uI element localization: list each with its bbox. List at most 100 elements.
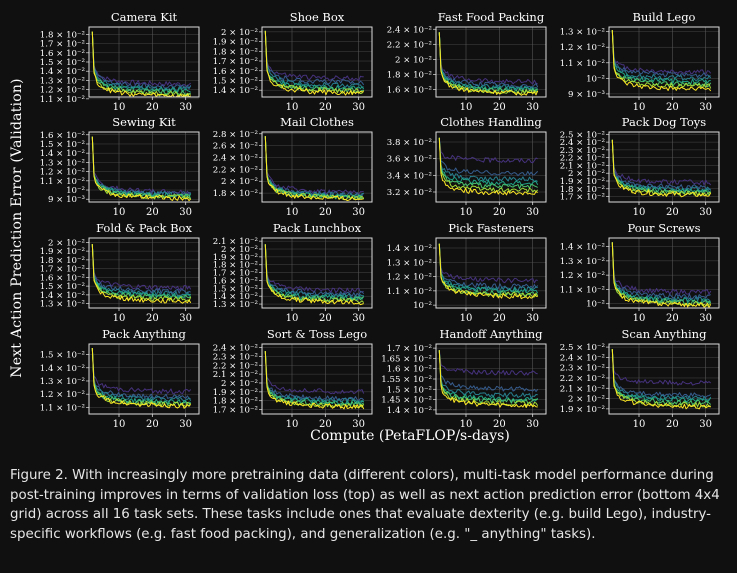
x-tick-label: 20 bbox=[319, 207, 332, 218]
y-tick-label: 1.5 × 10⁻² bbox=[40, 58, 85, 68]
series-line-7 bbox=[91, 244, 192, 304]
y-tick-label: 1.6 × 10⁻² bbox=[213, 67, 258, 77]
y-axis-label: Next Action Prediction Error (Validation… bbox=[9, 78, 25, 378]
y-tick-label: 1.1 × 10⁻² bbox=[40, 177, 85, 187]
x-axis-label: Compute (PetaFLOP/s-days) bbox=[310, 428, 510, 444]
series-line-7 bbox=[264, 244, 364, 306]
series-line-2 bbox=[438, 32, 539, 89]
y-tick-label: 1.7 × 10⁻² bbox=[387, 344, 432, 354]
y-tick-label: 1.4 × 10⁻² bbox=[213, 292, 258, 302]
y-tick-label: 1.4 × 10⁻² bbox=[40, 291, 85, 301]
y-tick-label: 2 × 10⁻² bbox=[48, 238, 85, 248]
axes-frame bbox=[261, 237, 373, 309]
y-tick-label: 1.1 × 10⁻² bbox=[40, 95, 85, 105]
y-tick-label: 2.3 × 10⁻² bbox=[560, 146, 605, 156]
x-tick-label: 20 bbox=[319, 313, 332, 324]
y-tick-label: 1.9 × 10⁻² bbox=[560, 405, 605, 415]
series-line-1 bbox=[611, 30, 712, 75]
series-line-1 bbox=[91, 244, 192, 291]
series-line-5 bbox=[611, 242, 712, 305]
series-line-3 bbox=[91, 136, 192, 198]
x-tick-label: 30 bbox=[179, 419, 192, 430]
series-line-1 bbox=[91, 31, 192, 87]
x-tick-label: 10 bbox=[460, 102, 473, 113]
subplot-handoff-anything: Handoff Anything 10 20 30 1.7 × 10⁻²1.65 × 1… bbox=[381, 327, 547, 430]
y-tick-label: 2.8 × 10⁻² bbox=[213, 130, 258, 140]
y-tick-label: 2.1 × 10⁻² bbox=[560, 161, 605, 171]
series-line-5 bbox=[91, 244, 192, 300]
y-tick-label: 2 × 10⁻² bbox=[395, 55, 432, 65]
y-tick-label: 2 × 10⁻² bbox=[221, 245, 258, 255]
figure-grid: Camera Kit 10 20 30 1.8 × 10⁻² 1.7 × 10⁻² 1.6 … bbox=[40, 10, 720, 430]
y-tick-label: 2.4 × 10⁻² bbox=[560, 138, 605, 148]
y-tick-label: 1.3 × 10⁻² bbox=[40, 76, 85, 86]
y-tick-label: 1.6 × 10⁻² bbox=[40, 49, 85, 59]
x-tick-label: 10 bbox=[460, 419, 473, 430]
y-tick-label: 1.3 × 10⁻² bbox=[40, 158, 85, 168]
y-tick-label: 1.4 × 10⁻² bbox=[213, 86, 258, 96]
axes-frame bbox=[88, 131, 200, 203]
series-line-4 bbox=[611, 242, 711, 304]
y-tick-label: 1.1 × 10⁻² bbox=[560, 285, 605, 295]
series-line-3 bbox=[438, 243, 538, 292]
x-tick-label: 10 bbox=[633, 207, 646, 218]
y-tick-label: 1.3 × 10⁻² bbox=[40, 300, 85, 310]
y-tick-label: 1.2 × 10⁻² bbox=[40, 390, 85, 400]
y-tick-label: 2.4 × 10⁻² bbox=[213, 154, 258, 164]
subplot-title: Sewing Kit bbox=[112, 115, 176, 129]
x-tick-label: 20 bbox=[319, 419, 332, 430]
y-tick-label: 1.2 × 10⁻² bbox=[40, 86, 85, 96]
axes-frame bbox=[608, 343, 720, 415]
subplot-title: Scan Anything bbox=[622, 327, 708, 341]
y-tick-label: 3.6 × 10⁻² bbox=[387, 155, 432, 165]
x-tick-label: 30 bbox=[699, 313, 712, 324]
series-line-2 bbox=[264, 244, 365, 297]
x-tick-label: 30 bbox=[526, 313, 539, 324]
subplot-title: Handoff Anything bbox=[439, 327, 543, 341]
series-line-1 bbox=[438, 243, 538, 284]
subplots-canvas: Camera Kit 10 20 30 1.8 × 10⁻² 1.7 × 10⁻² 1.6 … bbox=[40, 10, 720, 430]
subplot-title: Build Lego bbox=[633, 10, 696, 24]
series-line-6 bbox=[611, 242, 711, 307]
subplot-pack-lunchbox: Pack Lunchbox 10 20 30 2.1 × 10⁻²2 × 10⁻²1.9… bbox=[213, 221, 373, 324]
y-tick-label: 2.2 × 10⁻² bbox=[213, 361, 258, 371]
x-tick-label: 10 bbox=[460, 207, 473, 218]
x-tick-label: 10 bbox=[633, 102, 646, 113]
series-line-6 bbox=[91, 347, 191, 408]
y-tick-label: 10⁻² bbox=[586, 300, 605, 310]
series-line-6 bbox=[91, 31, 191, 97]
subplot-fast-food-packing: Fast Food Packing 10 20 30 2.4 × 10⁻² 2.2 × 1… bbox=[387, 10, 547, 113]
x-tick-label: 10 bbox=[113, 419, 126, 430]
series-line-2 bbox=[611, 30, 711, 78]
y-tick-label: 1.3 × 10⁻² bbox=[213, 300, 258, 310]
x-tick-label: 30 bbox=[352, 313, 365, 324]
y-tick-label: 2.2 × 10⁻² bbox=[387, 40, 432, 50]
series-line-2 bbox=[438, 350, 539, 392]
series-line-4 bbox=[91, 31, 191, 93]
y-tick-label: 1.45 × 10⁻² bbox=[381, 396, 432, 406]
y-tick-label: 1.8 × 10⁻² bbox=[40, 256, 85, 266]
series-line-3 bbox=[264, 244, 364, 299]
y-tick-label: 1.7 × 10⁻² bbox=[213, 406, 258, 416]
x-tick-label: 30 bbox=[179, 207, 192, 218]
y-tick-label: 1.3 × 10⁻² bbox=[560, 28, 605, 38]
y-tick-label: 3.8 × 10⁻² bbox=[387, 138, 432, 148]
y-tick-label: 2.6 × 10⁻² bbox=[213, 142, 258, 152]
x-tick-label: 30 bbox=[699, 207, 712, 218]
series-line-6 bbox=[438, 350, 539, 407]
y-tick-label: 1.4 × 10⁻² bbox=[40, 364, 85, 374]
axes-frame bbox=[608, 237, 720, 309]
axes-frame bbox=[435, 26, 547, 98]
y-tick-label: 1.3 × 10⁻² bbox=[40, 377, 85, 387]
series-line-6 bbox=[264, 351, 365, 409]
x-tick-label: 30 bbox=[699, 102, 712, 113]
subplot-pack-anything: Pack Anything 10 20 30 1.5 × 10⁻² 1.4 × 10⁻² 1… bbox=[40, 327, 200, 430]
x-tick-label: 20 bbox=[666, 313, 679, 324]
series-line-3 bbox=[91, 244, 192, 297]
x-tick-label: 20 bbox=[666, 207, 679, 218]
y-tick-label: 1.8 × 10⁻² bbox=[387, 70, 432, 80]
subplot-sort-toss-lego: Sort & Toss Lego 10 20 30 2.4 × 10⁻²2.3 × 10… bbox=[213, 327, 373, 430]
subplot-title: Camera Kit bbox=[111, 10, 178, 24]
subplot-title: Pack Dog Toys bbox=[622, 115, 707, 129]
